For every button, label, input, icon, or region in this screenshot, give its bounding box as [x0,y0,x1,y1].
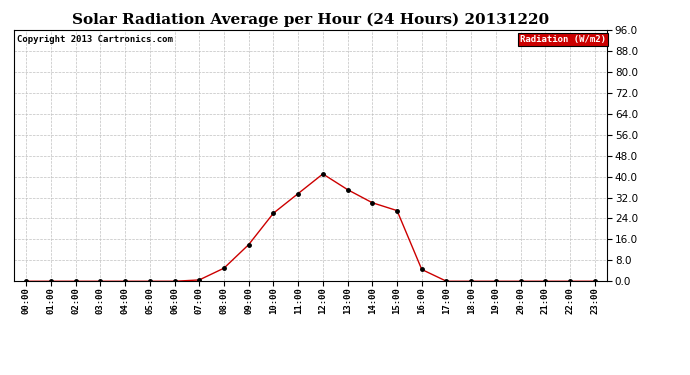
Title: Solar Radiation Average per Hour (24 Hours) 20131220: Solar Radiation Average per Hour (24 Hou… [72,13,549,27]
Text: Radiation (W/m2): Radiation (W/m2) [520,35,606,44]
Text: Copyright 2013 Cartronics.com: Copyright 2013 Cartronics.com [17,35,172,44]
